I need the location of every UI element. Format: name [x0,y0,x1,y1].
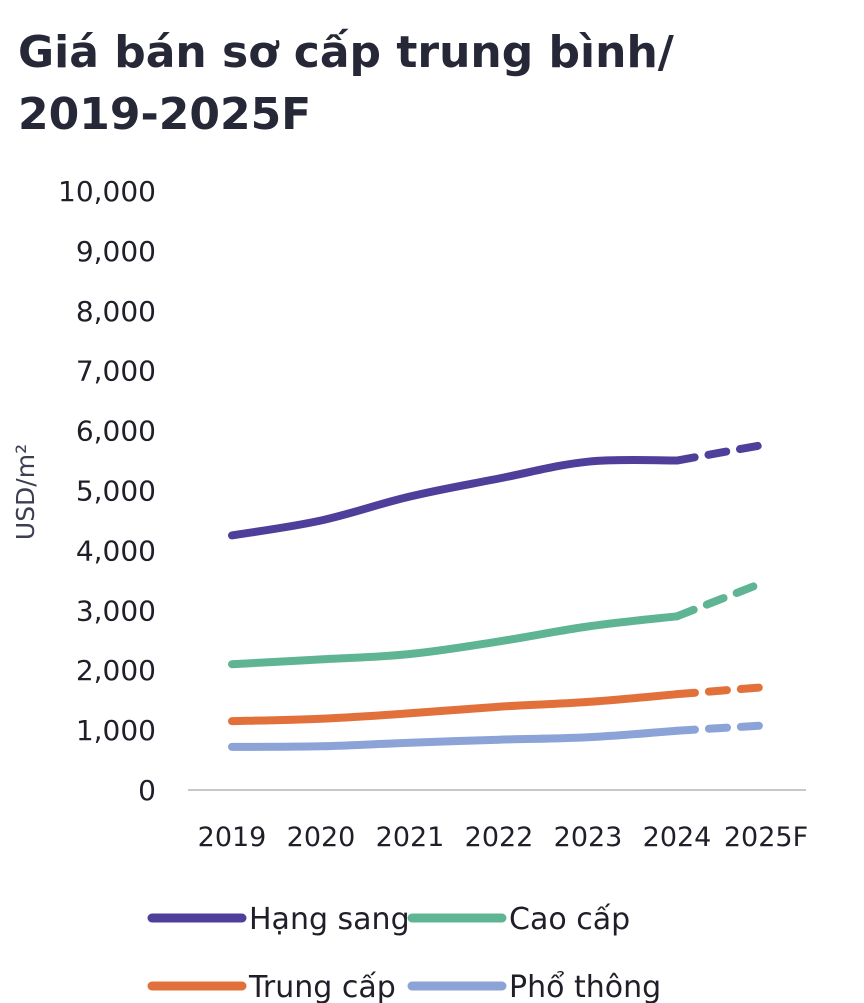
y-tick-label: 4,000 [76,534,156,567]
y-tick-label: 2,000 [76,654,156,687]
y-tick-label: 7,000 [76,355,156,388]
chart-title: Giá bán sơ cấp trung bình/ 2019-2025F [18,22,838,146]
legend-label-pho-thong: Phổ thông [509,969,661,1003]
y-tick-label: 9,000 [76,235,156,268]
series-line-pho-thong [228,726,681,751]
x-axis-ticks: 2019 2020 2021 2022 2023 2024 2025F [198,822,808,853]
legend-label-cao-cap: Cao cấp [509,902,630,937]
y-axis-label: USD/m² [11,444,40,540]
series-forecast-line-cao-cap [673,577,770,621]
y-tick-label: 1,000 [76,714,156,747]
legend-label-trung-cap: Trung cấp [248,970,396,1003]
legend-label-hang-sang: Hạng sang [249,902,410,937]
y-axis-ticks: 0 1,000 2,000 3,000 4,000 5,000 6,000 7,000 8,00… [58,175,156,807]
y-tick-label: 3,000 [76,594,156,627]
y-tick-label: 5,000 [76,475,156,508]
y-tick-label: 6,000 [76,415,156,448]
x-tick-label: 2025F [724,822,808,853]
chart-title-line-1: Giá bán sơ cấp trung bình/ [18,27,674,78]
series-line-cao-cap [228,612,681,669]
y-tick-label: 8,000 [76,295,156,328]
series-line-trung-cap [228,690,681,726]
chart-title-line-2: 2019-2025F [18,89,312,140]
x-tick-label: 2020 [287,822,356,853]
x-tick-label: 2019 [198,822,267,853]
y-tick-label: 0 [138,774,156,807]
x-tick-label: 2024 [643,822,712,853]
series-forecast-line-hang-sang [673,440,770,465]
series-forecast-line-trung-cap [673,683,770,699]
series-line-hang-sang [228,455,681,540]
series-forecast-line-pho-thong [673,721,770,735]
series-lines [228,440,770,751]
x-tick-label: 2021 [376,822,445,853]
x-tick-label: 2022 [465,822,534,853]
legend: Hạng sang Cao cấp Trung cấp Phổ thông [147,902,661,1003]
x-tick-label: 2023 [554,822,623,853]
y-tick-label: 10,000 [58,175,156,208]
